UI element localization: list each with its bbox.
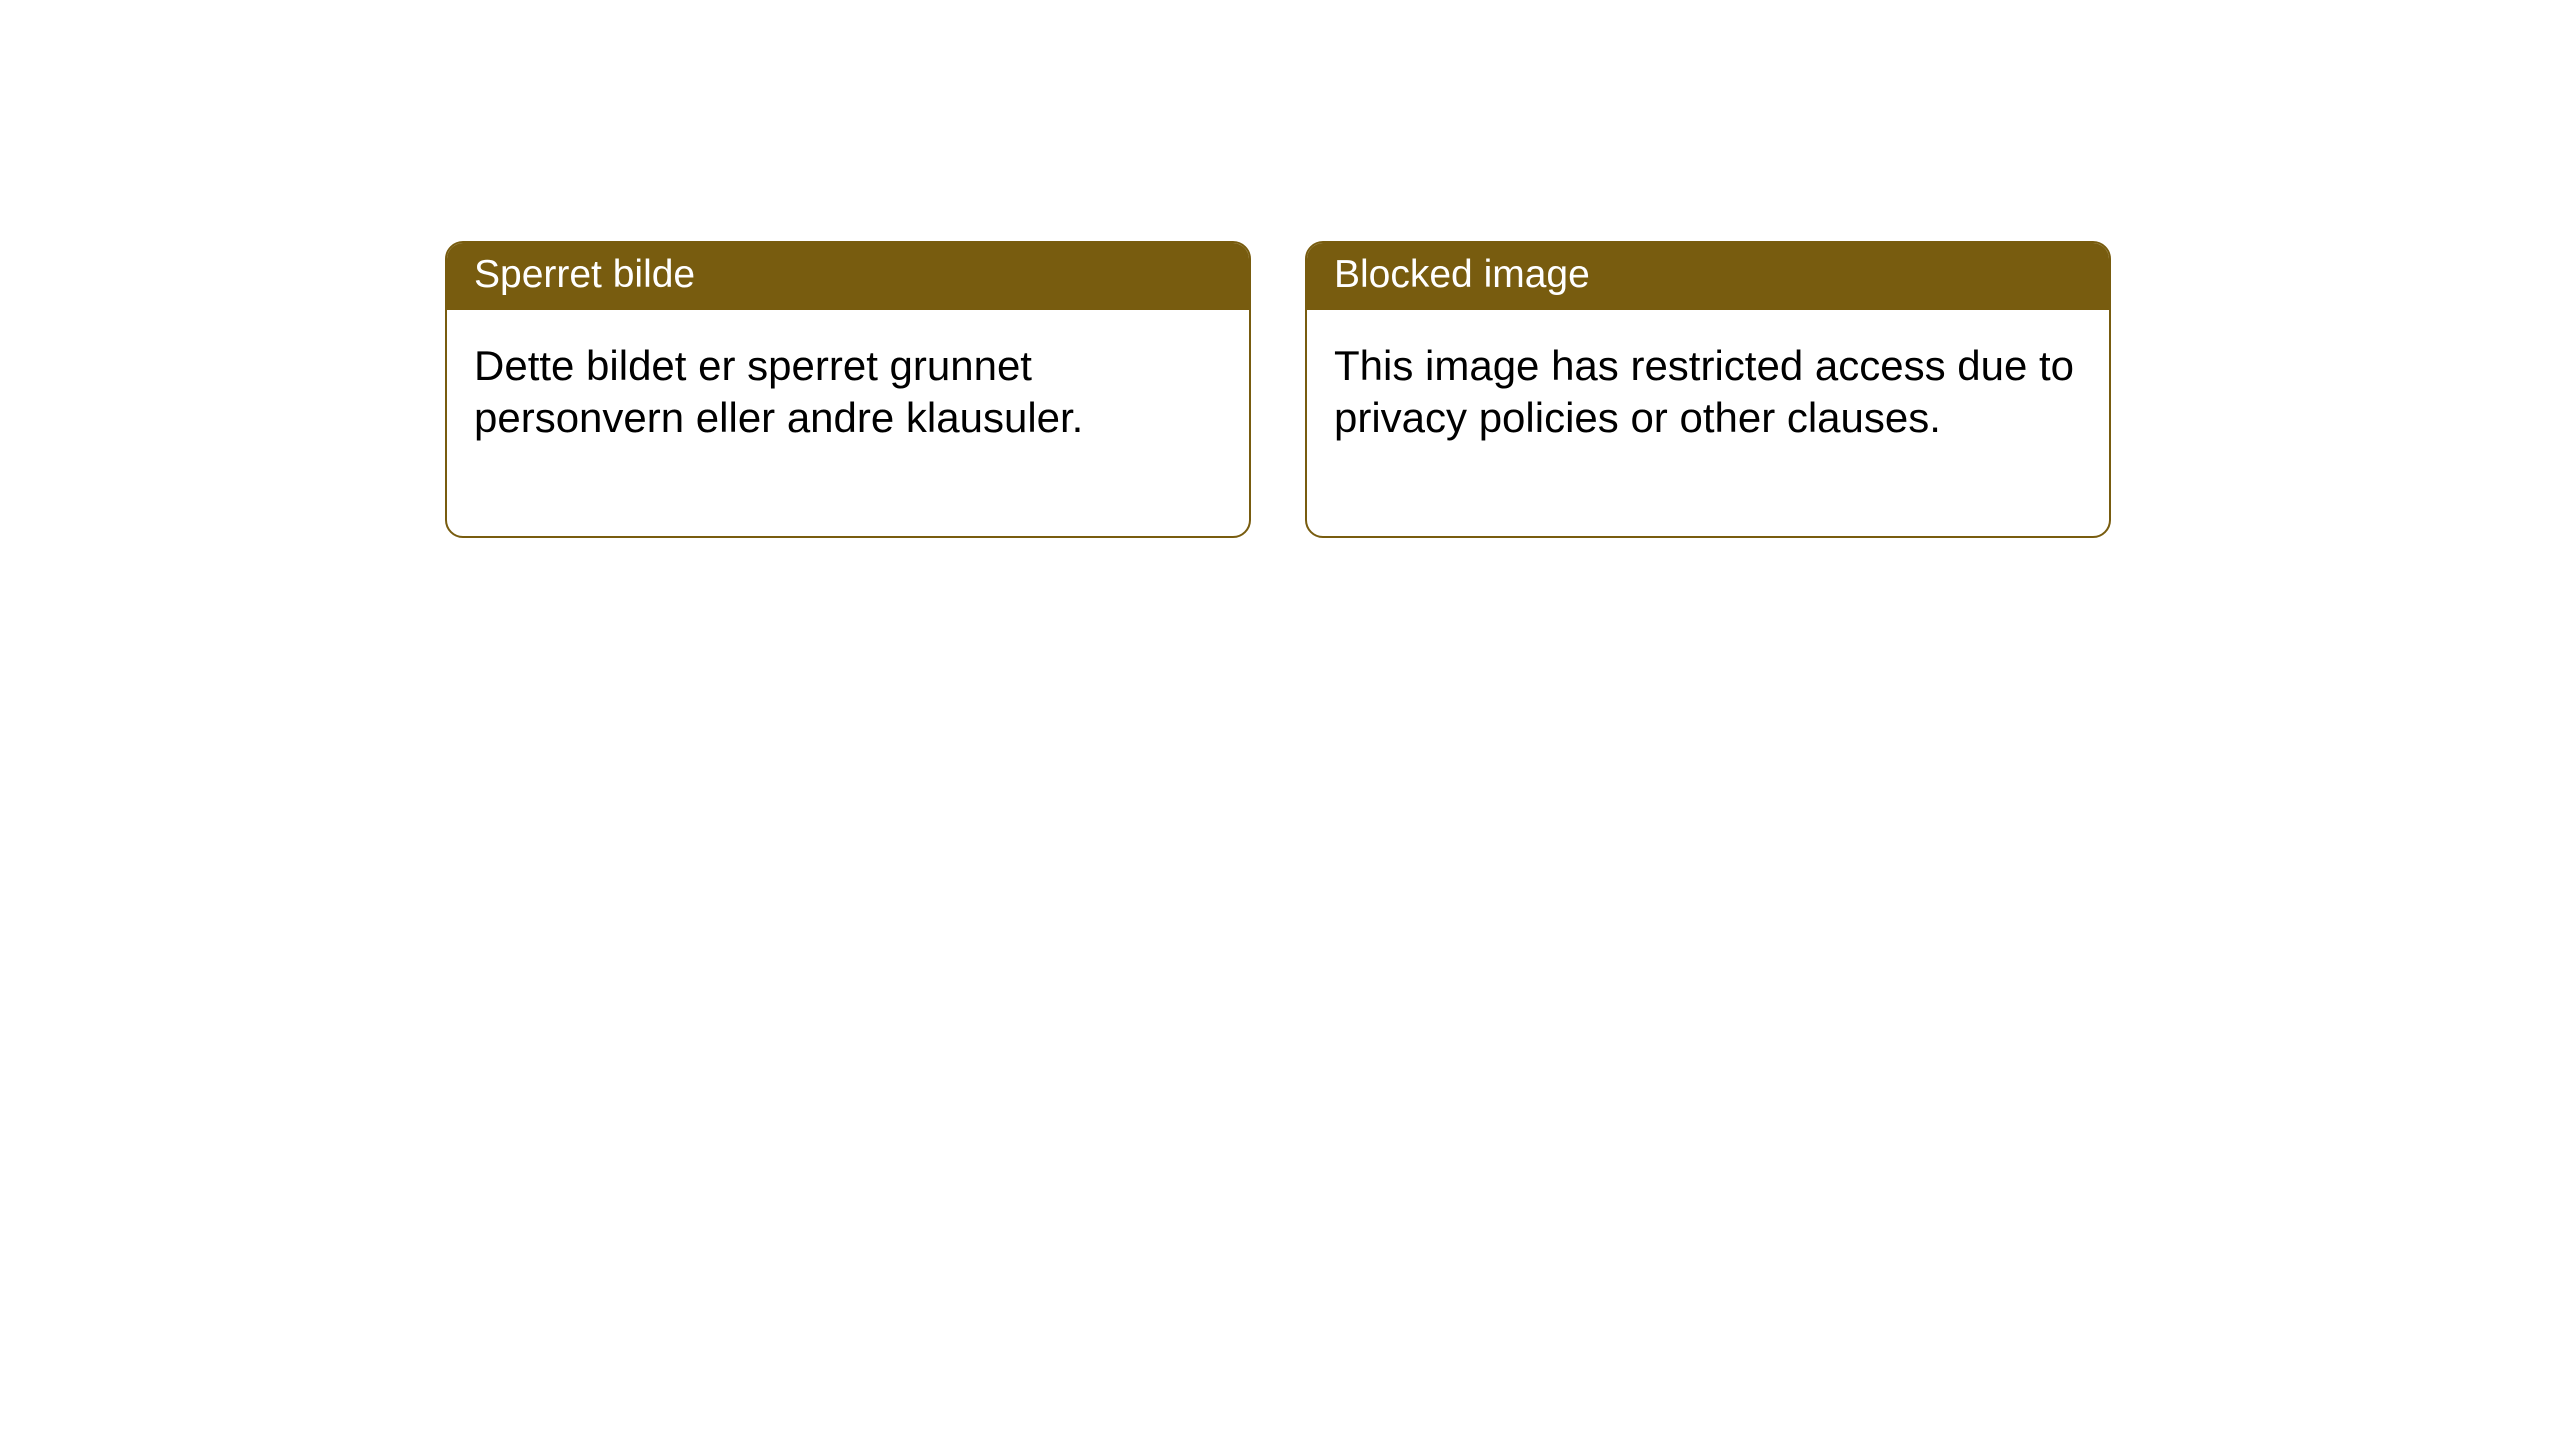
notice-header: Sperret bilde — [447, 243, 1249, 310]
notice-container: Sperret bilde Dette bildet er sperret gr… — [0, 0, 2560, 538]
notice-body: This image has restricted access due to … — [1307, 310, 2109, 536]
notice-body: Dette bildet er sperret grunnet personve… — [447, 310, 1249, 536]
notice-box-norwegian: Sperret bilde Dette bildet er sperret gr… — [445, 241, 1251, 538]
notice-header: Blocked image — [1307, 243, 2109, 310]
notice-box-english: Blocked image This image has restricted … — [1305, 241, 2111, 538]
